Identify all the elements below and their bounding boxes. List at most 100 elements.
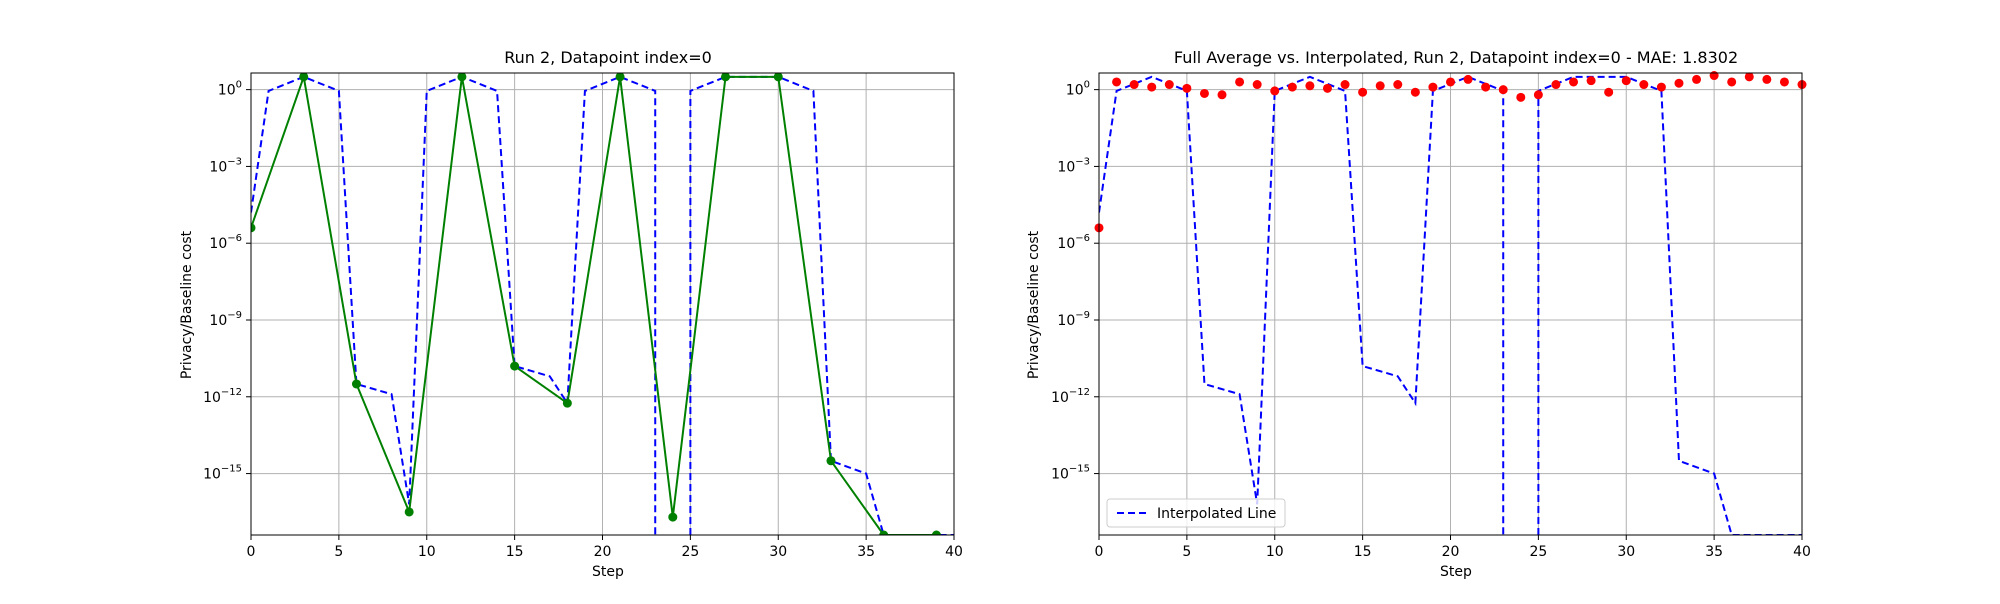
chart-left: Run 2, Datapoint index=0 Step Privacy/Ba… xyxy=(179,48,963,580)
chart-right-average-point xyxy=(1393,80,1403,90)
chart-left-xlabel: Step xyxy=(592,564,624,580)
chart-right-average-point xyxy=(1762,74,1772,84)
chart-right-average-point xyxy=(1147,82,1157,92)
chart-right-average-point xyxy=(1551,80,1561,90)
chart-left-ytick-label: 10−3 xyxy=(209,156,242,175)
chart-right-average-point xyxy=(1446,77,1455,87)
chart-right-average-point xyxy=(1586,76,1596,86)
chart-left-sampled-point xyxy=(299,73,309,82)
chart-right-average-point xyxy=(1182,83,1192,93)
chart-left-xtick-label: 5 xyxy=(334,544,343,560)
chart-left-sampled-point xyxy=(668,512,678,522)
chart-right-average-point xyxy=(1621,76,1631,86)
chart-right-average-point xyxy=(1656,82,1666,92)
chart-left-sampled-point xyxy=(879,530,889,535)
chart-right-average-point xyxy=(1674,78,1684,88)
chart-right-xtick-label: 0 xyxy=(1095,544,1104,560)
chart-right-average-point xyxy=(1428,82,1438,92)
chart-left-ytick-label: 10−9 xyxy=(209,310,242,329)
chart-right-frame xyxy=(1098,72,1803,536)
chart-left-sampled-point xyxy=(351,379,361,389)
chart-right-interpolated-line xyxy=(1099,75,1802,535)
chart-right-xtick-label: 10 xyxy=(1266,544,1284,560)
chart-right-average-point xyxy=(1270,86,1280,96)
chart-left-ytick-label: 10−15 xyxy=(203,464,242,483)
chart-right-average-point xyxy=(1516,92,1526,102)
chart-left-xtick-label: 25 xyxy=(681,544,699,560)
chart-right-legend: Interpolated Line xyxy=(1106,498,1286,528)
chart-right-average-point xyxy=(1358,87,1368,97)
chart-left-xtick-label: 20 xyxy=(594,544,612,560)
chart-left-xtick-label: 15 xyxy=(506,544,524,560)
chart-right-xtick-label: 35 xyxy=(1705,544,1723,560)
chart-right-average-point xyxy=(1604,87,1614,97)
chart-right-ytick-label: 10−6 xyxy=(1057,233,1090,252)
chart-right-xtick-label: 20 xyxy=(1442,544,1460,560)
chart-left-ylabel: Privacy/Baseline cost xyxy=(179,230,195,379)
chart-right-ytick-label: 100 xyxy=(1066,80,1090,99)
chart-left-sampled-point xyxy=(931,530,941,535)
chart-left-xtick-label: 30 xyxy=(769,544,787,560)
chart-right-title: Full Average vs. Interpolated, Run 2, Da… xyxy=(1174,48,1738,67)
chart-right-average-point xyxy=(1463,74,1473,84)
chart-right-xtick-label: 5 xyxy=(1182,544,1191,560)
chart-left-sampled-point xyxy=(721,73,731,82)
chart-right-average-point xyxy=(1779,77,1789,87)
chart-left-xtick-label: 40 xyxy=(945,544,963,560)
chart-right-legend-label: Interpolated Line xyxy=(1157,506,1276,522)
chart-right-average-point xyxy=(1410,87,1420,97)
chart-left-sampled-point xyxy=(510,361,520,371)
chart-left-frame xyxy=(250,72,955,536)
chart-right: Full Average vs. Interpolated, Run 2, Da… xyxy=(1026,48,1811,580)
chart-right-xtick-label: 25 xyxy=(1529,544,1547,560)
chart-right-average-point xyxy=(1199,88,1209,98)
chart-right-average-point xyxy=(1322,83,1332,93)
chart-right-average-point xyxy=(1164,80,1174,90)
chart-left-ytick-label: 10−12 xyxy=(203,387,242,406)
chart-right-average-point xyxy=(1692,74,1702,84)
chart-right-xtick-label: 30 xyxy=(1617,544,1635,560)
chart-right-ytick-label: 10−12 xyxy=(1051,387,1090,406)
chart-left-ytick-label: 10−6 xyxy=(209,233,242,252)
chart-right-legend-box xyxy=(1106,498,1286,528)
chart-left-title: Run 2, Datapoint index=0 xyxy=(504,48,712,67)
chart-right-average-point xyxy=(1709,71,1719,81)
chart-right-series-group xyxy=(1099,75,1802,535)
chart-left-sampled-point xyxy=(773,73,783,82)
chart-right-average-point xyxy=(1235,77,1245,87)
chart-right-xtick-label: 40 xyxy=(1793,544,1811,560)
chart-right-ytick-label: 10−3 xyxy=(1057,156,1090,175)
chart-right-average-point xyxy=(1287,82,1297,92)
chart-right-average-point xyxy=(1305,81,1315,91)
chart-left-sampled-point xyxy=(615,73,625,82)
chart-left-sampled-line xyxy=(251,73,937,535)
chart-left-sampled-point xyxy=(457,73,467,82)
chart-right-average-point xyxy=(1129,80,1139,90)
chart-left-xtick-label: 10 xyxy=(418,544,436,560)
chart-left-xtick-label: 35 xyxy=(857,544,875,560)
chart-right-average-point xyxy=(1498,85,1508,95)
chart-right-average-point xyxy=(1639,80,1649,90)
chart-right-average-point xyxy=(1340,80,1350,90)
chart-left-ytick-label: 100 xyxy=(218,80,242,99)
chart-right-average-point xyxy=(1533,90,1543,100)
chart-left-series-group xyxy=(251,73,954,535)
chart-right-average-point xyxy=(1569,77,1579,87)
chart-right-average-point xyxy=(1112,77,1122,87)
chart-right-ylabel: Privacy/Baseline cost xyxy=(1026,230,1042,379)
chart-left-interpolated-line xyxy=(251,75,954,535)
chart-right-xtick-label: 15 xyxy=(1354,544,1372,560)
chart-right-xlabel: Step xyxy=(1440,564,1472,580)
chart-left-xtick-label: 0 xyxy=(247,544,256,560)
chart-right-average-point xyxy=(1744,72,1754,82)
chart-left-sampled-point xyxy=(404,507,414,517)
chart-left-sampled-point xyxy=(826,456,836,466)
chart-right-average-point xyxy=(1252,80,1262,90)
chart-left-sampled-point xyxy=(251,223,256,233)
chart-right-average-point xyxy=(1217,90,1227,100)
chart-left-sampled-point xyxy=(562,398,572,408)
chart-right-ytick-label: 10−9 xyxy=(1057,310,1090,329)
chart-right-average-point xyxy=(1481,82,1491,92)
